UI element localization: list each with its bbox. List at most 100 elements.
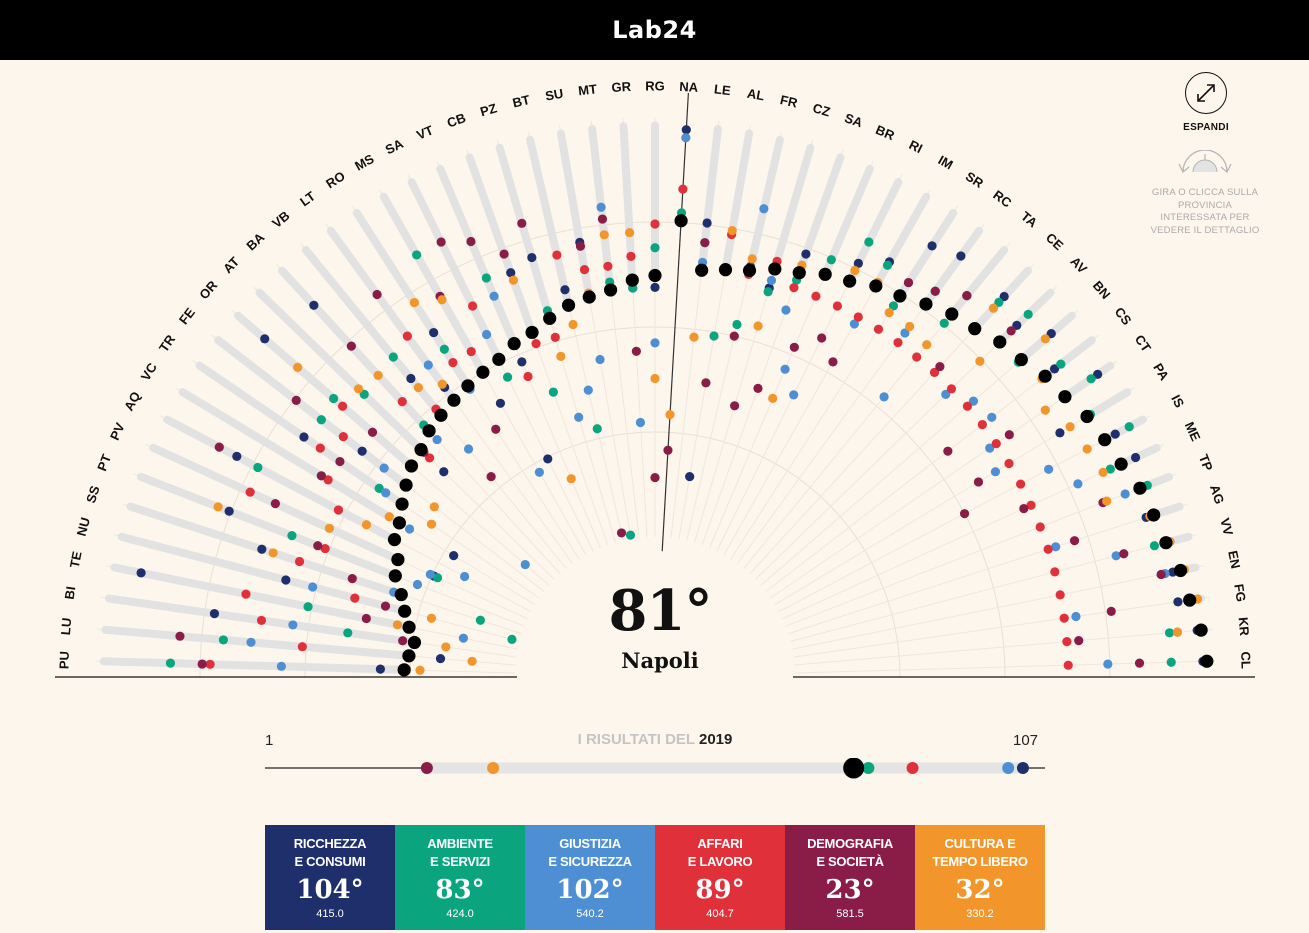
overall-rank-marker[interactable]: [1098, 433, 1112, 447]
dot-cultura[interactable]: [1172, 627, 1183, 637]
dot-cultura[interactable]: [437, 379, 447, 389]
dot-giustizia[interactable]: [520, 559, 530, 570]
province-spoke-en[interactable]: EN: [792, 549, 1243, 650]
dot-giustizia[interactable]: [1051, 542, 1061, 552]
overall-rank-marker[interactable]: [843, 274, 857, 288]
province-label-bi[interactable]: BI: [62, 585, 79, 600]
province-spoke-ag[interactable]: AG: [787, 483, 1227, 635]
dot-ambiente[interactable]: [650, 243, 660, 253]
dot-demografia[interactable]: [436, 237, 446, 247]
province-label-kr[interactable]: KR: [1236, 616, 1253, 637]
dot-affari[interactable]: [1035, 522, 1045, 532]
dot-affari[interactable]: [397, 397, 407, 407]
dot-cultura[interactable]: [1082, 444, 1092, 454]
overall-rank-marker[interactable]: [1147, 508, 1161, 522]
overall-rank-marker[interactable]: [603, 283, 618, 297]
dot-cultura[interactable]: [268, 548, 278, 558]
dot-ambiente[interactable]: [1149, 541, 1160, 551]
province-spoke-lu[interactable]: LU: [58, 617, 516, 666]
dot-demografia[interactable]: [930, 286, 940, 296]
dot-demografia[interactable]: [491, 424, 501, 434]
dot-cultura[interactable]: [353, 384, 364, 394]
dot-giustizia[interactable]: [534, 467, 544, 477]
dot-demografia[interactable]: [316, 471, 326, 481]
dot-demografia[interactable]: [398, 636, 408, 646]
province-label-pa[interactable]: PA: [1150, 361, 1172, 384]
dot-ambiente[interactable]: [328, 393, 339, 404]
dot-ricchezza[interactable]: [136, 568, 146, 578]
dot-demografia[interactable]: [903, 277, 914, 288]
dot-cultura[interactable]: [566, 474, 576, 484]
province-label-cb[interactable]: CB: [445, 110, 468, 130]
dot-ambiente[interactable]: [343, 628, 353, 638]
province-spoke-pv[interactable]: PV: [107, 420, 528, 620]
dot-affari[interactable]: [789, 283, 799, 293]
overall-rank-marker[interactable]: [1114, 457, 1128, 471]
dot-ricchezza[interactable]: [517, 357, 527, 367]
dot-cultura[interactable]: [409, 297, 419, 308]
overall-rank-marker[interactable]: [718, 263, 733, 277]
dot-giustizia[interactable]: [990, 467, 1001, 477]
province-label-ta[interactable]: TA: [1018, 208, 1041, 230]
dot-demografia[interactable]: [1106, 606, 1116, 617]
dot-ambiente[interactable]: [374, 483, 384, 493]
province-spoke-na[interactable]: NA: [661, 79, 699, 552]
dot-ambiente[interactable]: [502, 372, 513, 382]
dot-giustizia[interactable]: [635, 417, 646, 428]
province-spoke-ms[interactable]: MS: [352, 151, 587, 556]
dot-giustizia[interactable]: [985, 443, 995, 453]
dot-demografia[interactable]: [1019, 503, 1029, 514]
dot-affari[interactable]: [350, 593, 360, 603]
dot-demografia[interactable]: [753, 383, 763, 394]
dot-cultura[interactable]: [415, 665, 425, 675]
dot-ricchezza[interactable]: [543, 454, 553, 464]
dot-giustizia[interactable]: [596, 202, 606, 212]
dot-ricchezza[interactable]: [1110, 429, 1120, 439]
dot-cultura[interactable]: [624, 228, 635, 238]
dot-demografia[interactable]: [650, 472, 660, 483]
category-card-ricchezza[interactable]: RICCHEZZA E CONSUMI 104° 415.0: [265, 825, 395, 930]
province-label-vc[interactable]: VC: [138, 360, 160, 384]
dot-ricchezza[interactable]: [406, 373, 416, 384]
province-spoke-te[interactable]: TE: [67, 550, 518, 650]
dot-giustizia[interactable]: [759, 204, 769, 214]
dot-ricchezza[interactable]: [1012, 320, 1022, 330]
province-spoke-sr[interactable]: SR: [730, 169, 987, 560]
dot-ricchezza[interactable]: [1173, 597, 1183, 607]
dot-demografia[interactable]: [1134, 658, 1145, 668]
dot-demografia[interactable]: [361, 613, 371, 624]
dot-ricchezza[interactable]: [853, 258, 863, 268]
category-card-cultura[interactable]: CULTURA E TEMPO LIBERO 32° 330.2: [915, 825, 1045, 930]
dot-ambiente[interactable]: [507, 634, 517, 644]
overall-rank-marker[interactable]: [387, 532, 402, 547]
dot-ricchezza[interactable]: [449, 550, 459, 561]
overall-rank-marker[interactable]: [1080, 409, 1094, 424]
overall-rank-marker[interactable]: [1038, 369, 1052, 383]
dot-giustizia[interactable]: [1120, 489, 1130, 499]
province-label-sa[interactable]: SA: [383, 136, 406, 158]
overall-rank-marker[interactable]: [414, 443, 428, 457]
dot-cultura[interactable]: [753, 321, 763, 331]
dot-demografia[interactable]: [214, 442, 224, 452]
dot-affari[interactable]: [893, 337, 903, 348]
dot-ambiente[interactable]: [548, 387, 558, 397]
dot-ambiente[interactable]: [388, 352, 398, 362]
province-spoke-pt[interactable]: PT: [94, 452, 525, 627]
dot-cultura[interactable]: [392, 620, 403, 630]
dot-cultura[interactable]: [508, 275, 519, 285]
province-spoke-mt[interactable]: MT: [577, 81, 640, 538]
dot-ricchezza[interactable]: [232, 451, 242, 461]
category-card-ambiente[interactable]: AMBIENTE E SERVIZI 83° 424.0: [395, 825, 525, 930]
province-label-gr[interactable]: GR: [611, 79, 632, 95]
province-label-vv[interactable]: VV: [1217, 516, 1236, 537]
dot-ricchezza[interactable]: [299, 432, 309, 442]
overall-rank-marker[interactable]: [1200, 654, 1214, 668]
dot-ambiente[interactable]: [412, 250, 422, 260]
province-spoke-rg[interactable]: RG: [645, 78, 665, 537]
overall-rank-marker[interactable]: [407, 635, 422, 650]
province-spoke-at[interactable]: AT: [220, 254, 555, 580]
dot-affari[interactable]: [626, 251, 636, 261]
dot-cultura[interactable]: [1065, 422, 1075, 432]
province-label-im[interactable]: IM: [936, 152, 956, 172]
